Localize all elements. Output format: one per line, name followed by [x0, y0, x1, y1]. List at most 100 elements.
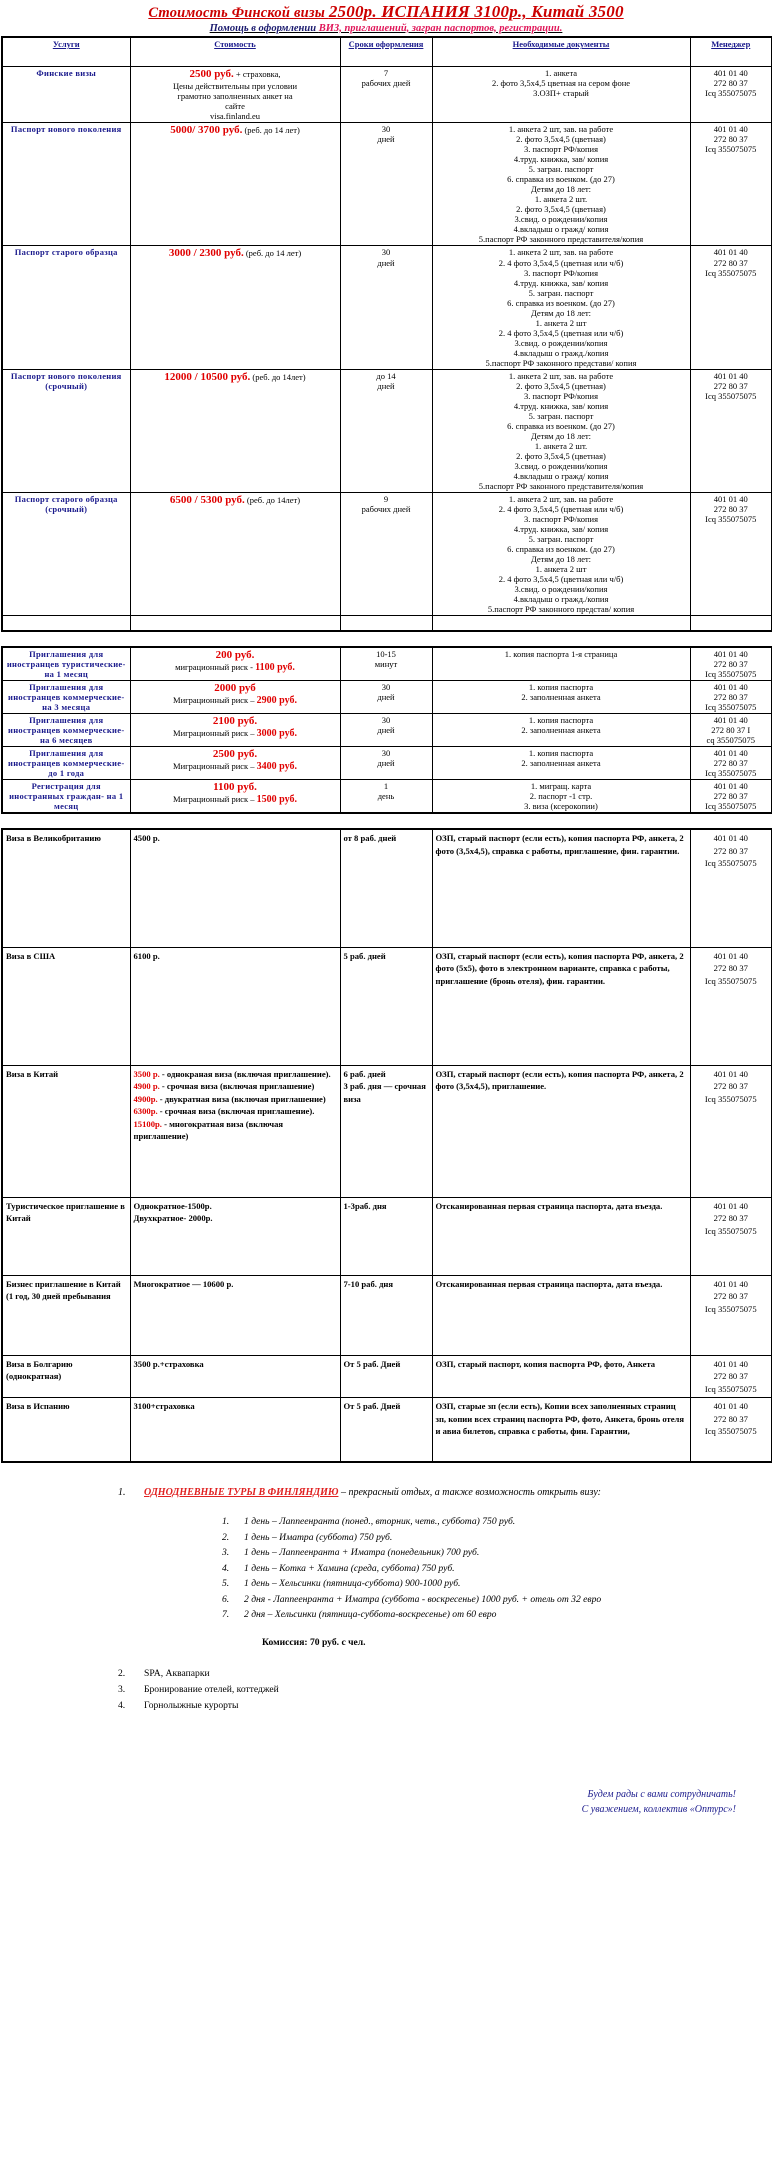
manager-icq: Icq 355075075	[705, 669, 757, 680]
service-item-text: SPA, Аквапарки	[144, 1667, 210, 1679]
processing-term-cell: 9 рабочих дней	[339, 491, 433, 617]
table-row: Приглашения для иностранцев коммерческие…	[1, 680, 772, 715]
service-name-cell: Приглашения для иностранцев коммерческие…	[1, 680, 131, 715]
service-item-text: Горнолыжные курорты	[144, 1699, 239, 1711]
footer-line-2: С уважением, коллектив «Оптурс»!	[581, 1804, 736, 1816]
service-cost-cell: 2100 руб. Миграционный риск – 3000 руб.	[129, 713, 341, 748]
manager-icq: cq 355075075	[706, 735, 755, 746]
table-row: Финские визы 2500 руб. + страховка, Цены д…	[1, 66, 772, 124]
visa-cost-line: Многократное — 10600 р.	[133, 1278, 234, 1289]
empty-cell	[339, 615, 433, 632]
visa-term-line: 5 раб. дней	[343, 950, 386, 961]
passport-services-table: Услуги Стоимость Сроки оформления Необхо…	[1, 36, 772, 633]
tour-item-number: 6.	[222, 1593, 230, 1605]
document-item: 5.паспорт РФ законного представи/ копия	[485, 357, 637, 368]
cost-risk-line: миграционный риск - 1100 руб.	[133, 662, 338, 674]
cost-extra-line: грамотно заполненных анкет на	[177, 91, 293, 102]
manager-phone-2: 272 80 37	[713, 758, 748, 769]
cost-price-note: + страховка,	[233, 69, 281, 80]
manager-contact-cell: 401 01 40 272 80 37 Icq 355075075	[689, 746, 772, 781]
visa-cost-cell: 6100 р.	[129, 946, 341, 1066]
cost-extra-line: Цены действительны при условии	[172, 81, 298, 92]
term-line-2: дней	[377, 725, 395, 736]
manager-contact-cell: 401 01 40 272 80 37 Icq 355075075	[689, 122, 772, 247]
empty-cell	[689, 615, 772, 632]
processing-term-cell: 1 день	[339, 779, 433, 814]
manager-phone-2: 272 80 37	[713, 78, 748, 89]
document-item: 4.труд. книжка, зав/ копия	[513, 154, 609, 165]
visa-cost-cell: 4500 р.	[129, 828, 341, 948]
document-item: 2. заполненная анкета	[521, 692, 601, 703]
visa-cost-price: 6300р.	[133, 1106, 158, 1117]
document-item: 1. анкета 2 шт, зав. на работе	[508, 124, 614, 135]
tours-rest: – прекрасный отдых, а также возможность …	[338, 1486, 601, 1498]
document-item: 4.вкладыш о гражд./копия	[513, 594, 609, 605]
manager-phone-2: 272 80 37	[713, 1213, 748, 1224]
visa-documents-cell: Отсканированная первая страница паспорта…	[431, 1196, 691, 1276]
footer-signature: Будем рады с вами сотрудничать! С уважен…	[0, 1787, 772, 1831]
service-name-cell: Приглашения для иностранцев коммерческие…	[1, 746, 131, 781]
manager-phone-1: 401 01 40	[713, 833, 748, 844]
cost-risk-line: Миграционный риск – 1500 руб.	[133, 794, 338, 806]
term-line-2: дней	[377, 758, 395, 769]
column-header-manager: Менеджер	[689, 36, 772, 68]
manager-phone-2: 272 80 37	[713, 134, 748, 145]
term-line-2: минут	[374, 659, 398, 670]
cost-primary-line: 12000 / 10500 руб. (реб. до 14лет)	[133, 371, 338, 384]
term-line-1: 7	[383, 68, 389, 79]
tour-list-item: 7. 2 дня – Хельсинки (пятница-суббота-вос…	[222, 1607, 742, 1623]
manager-phone-1: 401 01 40	[713, 649, 748, 660]
document-item: 2. 4 фото 3,5х4,5 (цветная или ч/б)	[498, 573, 624, 584]
required-documents-cell: 1. копия паспорта 2. заполненная анкета	[431, 746, 691, 781]
country-visa-table: Виза в Великобританию 4500 р. от 8 раб. дн…	[1, 828, 772, 1463]
required-documents-cell: 1. копия паспорта 1-я страница	[431, 646, 691, 682]
required-documents-cell: 1. анкета 2 шт, зав. на работе 2. фото 3,…	[431, 122, 691, 247]
cost-price-note: (реб. до 14 лет)	[243, 248, 302, 259]
service-cost-cell: 6500 / 5300 руб. (реб. до 14лет)	[129, 491, 341, 617]
tour-item-text: 1 день – Котка + Хамина (среда, суббота)…	[244, 1562, 455, 1574]
service-cost-cell: 5000/ 3700 руб. (реб. до 14 лет)	[129, 122, 341, 247]
term-line-1: 1	[383, 781, 389, 792]
term-line-1: 30	[381, 682, 391, 693]
manager-phone-1: 401 01 40	[713, 1278, 748, 1289]
page-subtitle: Помощь в оформлении ВИЗ, приглашений, за…	[0, 23, 772, 36]
cost-risk-price: 3400 руб.	[256, 761, 297, 773]
table-row: Виза в Испанию 3100+страховка От 5 раб. Дн…	[1, 1397, 772, 1463]
manager-icq: Icq 355075075	[704, 858, 757, 869]
document-item: 1. мигращ. карта	[530, 781, 592, 792]
manager-phone-1: 401 01 40	[713, 1200, 748, 1211]
cost-primary-line: 5000/ 3700 руб. (реб. до 14 лет)	[133, 124, 338, 137]
document-item: 4.труд. книжка, зав/ копия	[513, 400, 609, 411]
tours-item-number: 1.	[118, 1486, 126, 1498]
term-line-2: день	[377, 791, 395, 802]
manager-phone-2: 272 80 37 I	[711, 725, 751, 736]
cost-primary-line: 1100 руб.	[133, 781, 338, 794]
document-item: 1. анкета 2 шт	[535, 317, 587, 328]
manager-phone-1: 401 01 40	[713, 370, 748, 381]
document-item: 2. фото 3,5х4,5 (цветная)	[516, 450, 606, 461]
table-gap-2	[0, 814, 772, 828]
document-item: 4.вкладыш о гражд/ копия	[513, 470, 609, 481]
document-item: 1. анкета 2 шт	[535, 563, 587, 574]
service-item-number: 4.	[118, 1699, 126, 1711]
required-documents-cell: 1. копия паспорта 2. заполненная анкета	[431, 713, 691, 748]
visa-term-line: 7-10 раб. дня	[343, 1278, 394, 1289]
term-line-1: 10-15	[376, 649, 396, 660]
manager-contact-cell: 401 01 40 272 80 37 Icq 355075075	[689, 646, 772, 682]
visa-cost-line: 4900 р. - срочная виза (включая приглаше…	[134, 1080, 337, 1092]
document-header: Стоимость Финской визы 2500р. ИСПАНИЯ 31…	[0, 0, 772, 36]
document-item: 5. загран. паспорт	[528, 287, 594, 298]
table-spacer-row	[1, 615, 772, 632]
visa-cost-note: - срочная виза (включая приглашение).	[157, 1106, 315, 1117]
visa-documents-cell: ОЗП, старый паспорт (если есть), копия п…	[431, 946, 691, 1066]
visa-documents-cell: ОЗП, старые зп (если есть), Копии всех з…	[431, 1397, 691, 1463]
cost-risk-label: Миграционный риск –	[173, 794, 257, 805]
document-item: 3.свид. о рождении/копия	[514, 584, 608, 594]
tours-main-item: 1. ОДНОДНЕВНЫЕ ТУРЫ В ФИНЛЯНДИЮ – прекра…	[118, 1485, 732, 1501]
cost-price: 2100 руб.	[212, 715, 258, 728]
manager-phone-2: 272 80 37	[713, 845, 748, 856]
visa-country-cell: Виза в Великобританию	[1, 828, 131, 948]
empty-cell	[129, 615, 341, 632]
term-line-2: рабочих дней	[361, 78, 411, 89]
service-name-cell: Приглашения для иностранцев коммерческие…	[1, 713, 131, 748]
